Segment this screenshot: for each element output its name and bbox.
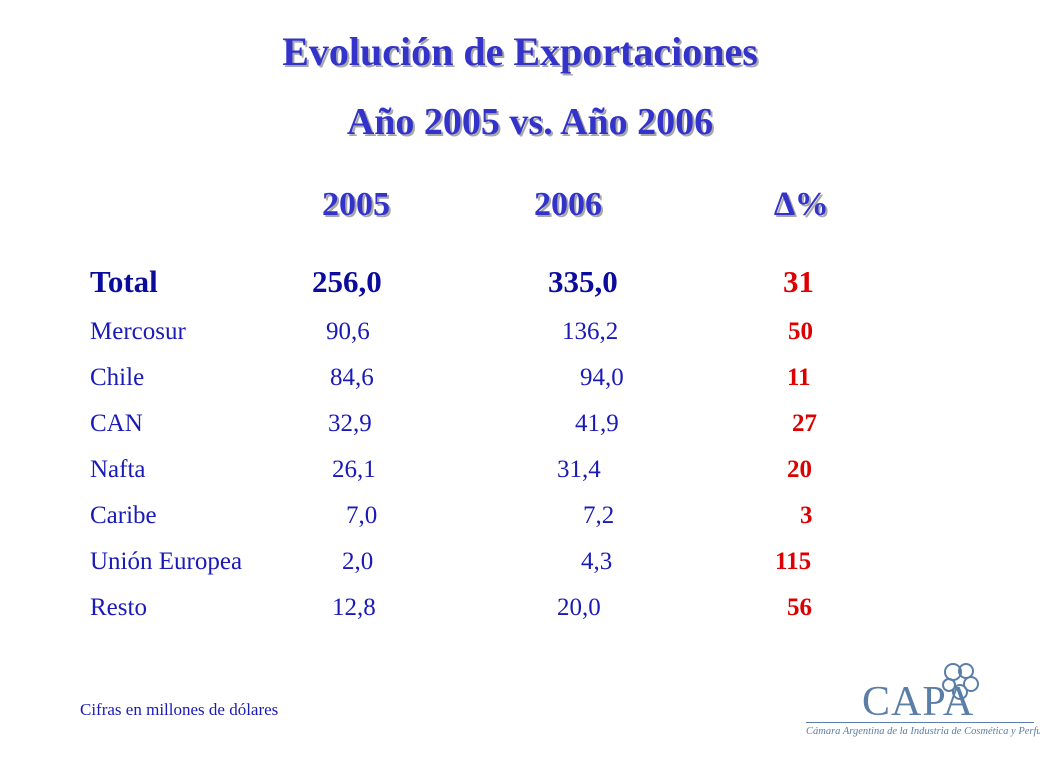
column-header-2005: 2005 [322,186,390,223]
value-2006: 335,0 [548,264,618,299]
value-2005: 32,9 [328,410,372,437]
value-delta: 11 [787,364,811,391]
value-delta: 20 [787,456,812,483]
value-delta: 27 [792,410,817,437]
row-label: CAN [90,410,143,437]
table-row: Resto 12,8 20,0 56 [0,594,1040,640]
value-2006: 94,0 [580,364,624,391]
value-delta: 56 [787,594,812,621]
page-subtitle: Año 2005 vs. Año 2006 [346,101,714,143]
logo-tagline: Cámara Argentina de la Industria de Cosm… [806,726,1040,737]
table-row: Unión Europea 2,0 4,3 115 [0,548,1040,594]
table-row: Caribe 7,0 7,2 3 [0,502,1040,548]
value-delta: 115 [775,548,812,575]
value-2005: 2,0 [342,548,374,575]
column-header-2006: 2006 [534,186,602,223]
value-2005: 90,6 [326,318,370,345]
table-row: Chile 84,6 94,0 11 [0,364,1040,410]
value-2006: 31,4 [557,456,601,483]
value-delta: 50 [788,318,813,345]
value-2006: 41,9 [575,410,619,437]
value-2005: 12,8 [332,594,376,621]
value-2006: 7,2 [583,502,615,529]
row-label: Caribe [90,502,157,529]
capa-logo: CAPA Cámara Argentina de la Industria de… [800,660,1040,750]
row-label: Nafta [90,456,146,483]
column-header-delta: ∆% [774,186,829,223]
value-2005: 256,0 [312,264,382,299]
row-label: Mercosur [90,318,186,345]
table-row-total: Total 256,0 335,0 31 [0,264,1040,310]
row-label: Chile [90,364,145,391]
flower-icon [942,663,979,700]
row-label: Unión Europea [90,548,243,575]
value-2006: 4,3 [581,548,613,575]
table-row: CAN 32,9 41,9 27 [0,410,1040,456]
value-2005: 26,1 [332,456,376,483]
row-label: Resto [90,594,147,621]
value-2005: 84,6 [330,364,374,391]
value-2006: 20,0 [557,594,601,621]
table-row: Nafta 26,1 31,4 20 [0,456,1040,502]
logo-wordmark: CAPA [862,679,975,725]
table-row: Mercosur 90,6 136,2 50 [0,318,1040,364]
row-label: Total [90,264,158,299]
value-delta: 3 [800,502,813,529]
logo-divider [806,722,1034,723]
page-title: Evolución de Exportaciones [282,29,758,74]
value-2006: 136,2 [562,318,619,345]
value-delta: 31 [783,264,814,299]
footnote: Cifras en millones de dólares [80,700,279,719]
value-2005: 7,0 [346,502,378,529]
